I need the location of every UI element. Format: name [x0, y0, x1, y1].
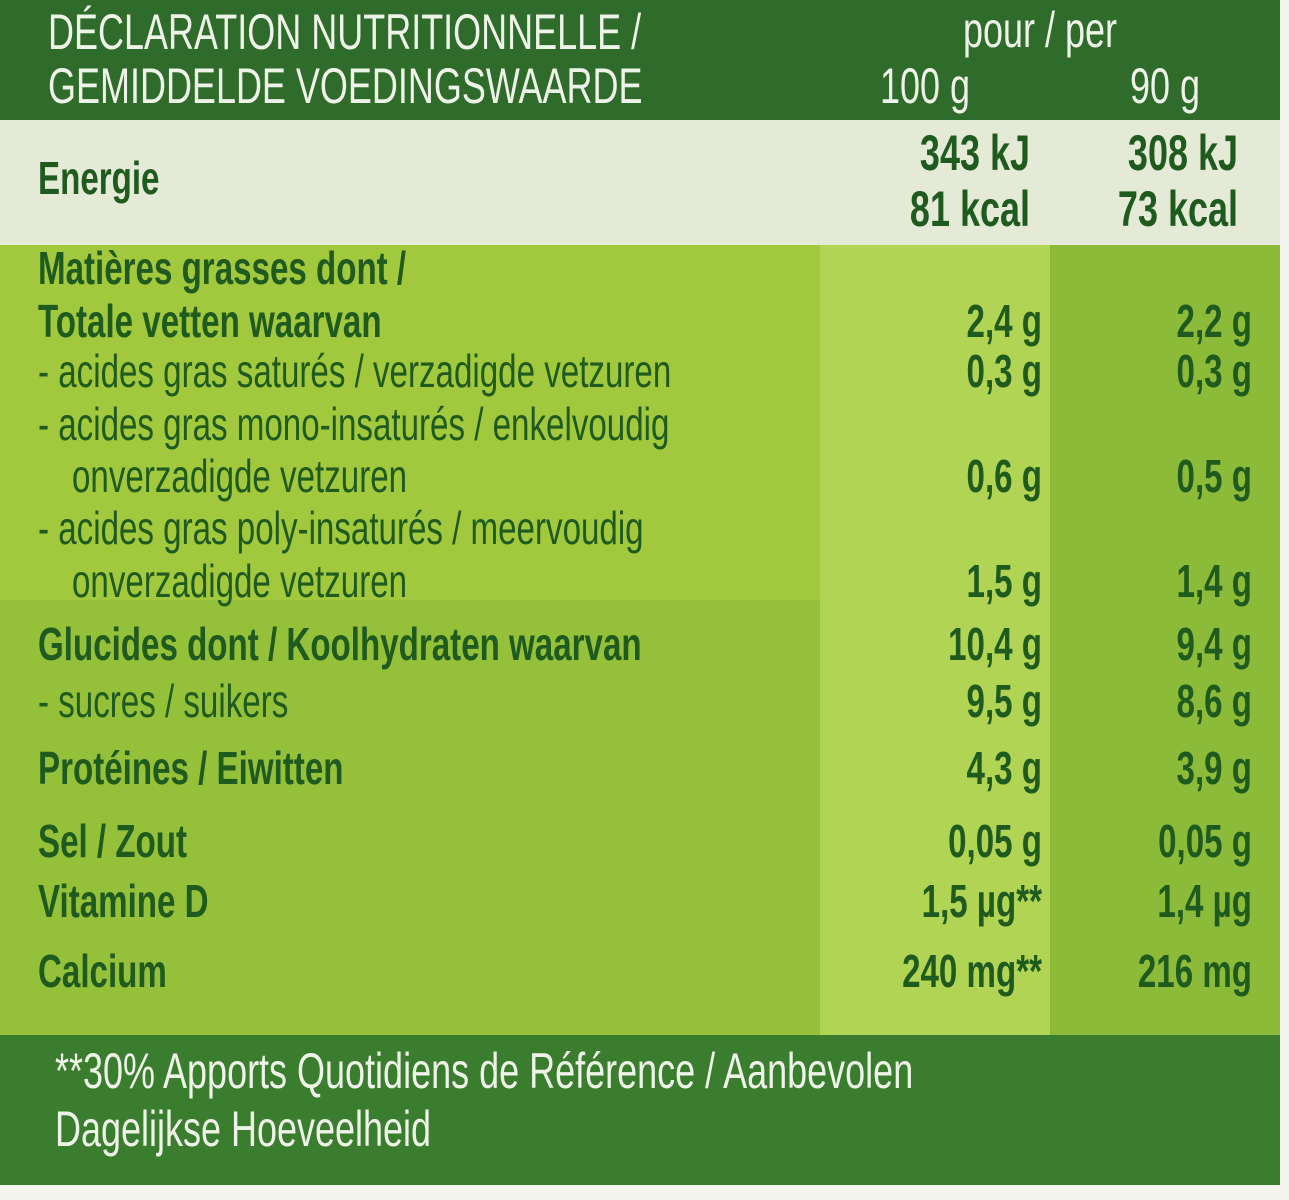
sub-nutrient-label: - sucres / suikers	[38, 677, 288, 727]
sub-nutrient-label: - acides gras poly-insaturés / meervoudi…	[38, 504, 644, 554]
nutrient-value: 0,3 g	[1177, 347, 1252, 397]
nutrient-value: 1,5 µg**	[922, 877, 1043, 927]
nutrient-value: 8,6 g	[1177, 677, 1252, 727]
nutrient-value: 1,4 µg	[1157, 877, 1252, 927]
energy-value: 343 kJ	[920, 127, 1030, 182]
energy-band	[0, 120, 1280, 245]
nutrient-value: 9,5 g	[967, 677, 1042, 727]
energy-label: Energie	[38, 154, 159, 204]
nutrient-label: Protéines / Eiwitten	[38, 744, 343, 794]
nutrient-label: Calcium	[38, 947, 167, 997]
sub-nutrient-label: onverzadigde vetzuren	[72, 452, 407, 502]
nutrient-label: Glucides dont / Koolhydraten waarvan	[38, 620, 642, 670]
nutrient-value: 216 mg	[1138, 947, 1252, 997]
footnote: **30% Apports Quotidiens de Référence / …	[55, 1045, 913, 1100]
column-header: 100 g	[880, 60, 970, 115]
nutrient-value: 0,3 g	[967, 347, 1042, 397]
nutrient-value: 2,4 g	[967, 297, 1042, 347]
nutrient-value: 9,4 g	[1177, 620, 1252, 670]
fat-block	[0, 245, 820, 600]
footer-band	[0, 1035, 1280, 1185]
nutrient-value: 240 mg**	[902, 947, 1042, 997]
sub-nutrient-label: onverzadigde vetzuren	[72, 557, 407, 607]
energy-value: 308 kJ	[1128, 127, 1238, 182]
header-title: GEMIDDELDE VOEDINGSWAARDE	[48, 60, 642, 115]
nutrient-value: 0,05 g	[1158, 817, 1252, 867]
nutrient-value: 0,6 g	[967, 452, 1042, 502]
column-100g	[820, 245, 1050, 1035]
footnote: Dagelijkse Hoeveelheid	[55, 1103, 431, 1158]
content: DÉCLARATION NUTRITIONNELLE /GEMIDDELDE V…	[38, 4, 1252, 1158]
nutrient-value: 0,05 g	[948, 817, 1042, 867]
energy-value: 73 kcal	[1118, 183, 1238, 238]
nutrient-label: Vitamine D	[38, 877, 209, 927]
nutrient-value: 1,4 g	[1177, 557, 1252, 607]
sub-nutrient-label: - acides gras mono-insaturés / enkelvoud…	[38, 400, 669, 450]
sub-nutrient-label: - acides gras saturés / verzadigde vetzu…	[38, 347, 671, 397]
nutrient-value: 3,9 g	[1177, 744, 1252, 794]
nutrient-label: Totale vetten waarvan	[38, 297, 382, 347]
nutrient-value: 0,5 g	[1177, 452, 1252, 502]
nutrient-value: 10,4 g	[948, 620, 1042, 670]
header-band	[0, 0, 1280, 120]
energy-value: 81 kcal	[910, 183, 1030, 238]
header-title: DÉCLARATION NUTRITIONNELLE /	[48, 4, 642, 60]
nutrient-value: 2,2 g	[1177, 297, 1252, 347]
nutrient-label: Matières grasses dont /	[38, 244, 406, 294]
nutrient-label: Sel / Zout	[38, 817, 187, 867]
nutrient-value: 4,3 g	[967, 744, 1042, 794]
nutrient-value: 1,5 g	[967, 557, 1042, 607]
column-header: 90 g	[1130, 60, 1200, 115]
column-90g	[1050, 245, 1280, 1035]
per-label: pour / per	[963, 4, 1117, 59]
